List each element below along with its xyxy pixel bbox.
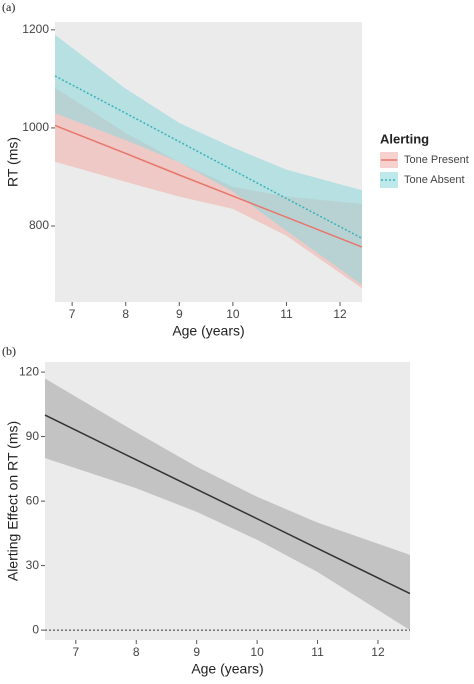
x-tick-label: 10	[226, 307, 240, 321]
line	[44, 414, 411, 595]
panel-title: (a)	[2, 0, 15, 14]
x-tick-label: 7	[69, 307, 76, 321]
y-tick-label: 0	[32, 622, 39, 636]
y-tick-label: 90	[26, 429, 40, 443]
x-axis-label: Age (years)	[191, 661, 263, 677]
y-tick-label: 1200	[22, 22, 49, 36]
confidence-band	[55, 34, 362, 285]
x-tick-label: 9	[193, 645, 200, 659]
x-tick-label: 10	[250, 645, 264, 659]
legend-title: Alerting	[380, 131, 429, 146]
x-tick-label: 7	[72, 645, 79, 659]
panel-title: (b)	[2, 344, 16, 358]
legend-label: Tone Absent	[404, 174, 465, 186]
line	[54, 75, 363, 239]
y-tick-label: 1000	[22, 120, 49, 134]
x-tick-label: 8	[122, 307, 129, 321]
x-tick-label: 11	[280, 307, 293, 321]
x-tick-label: 12	[371, 645, 385, 659]
y-tick-label: 30	[26, 558, 40, 572]
x-tick-label: 11	[311, 645, 324, 659]
y-tick-label: 120	[19, 364, 39, 378]
x-tick-label: 8	[133, 645, 140, 659]
x-tick-label: 12	[333, 307, 347, 321]
legend-label: Tone Present	[404, 154, 469, 166]
x-axis-label: Age (years)	[172, 323, 244, 339]
y-tick-label: 800	[29, 218, 49, 232]
y-axis-label: Alerting Effect on RT (ms)	[5, 421, 21, 581]
x-tick-label: 9	[176, 307, 183, 321]
line	[54, 124, 363, 248]
y-axis-label: RT (ms)	[5, 137, 21, 187]
y-tick-label: 60	[26, 493, 40, 507]
